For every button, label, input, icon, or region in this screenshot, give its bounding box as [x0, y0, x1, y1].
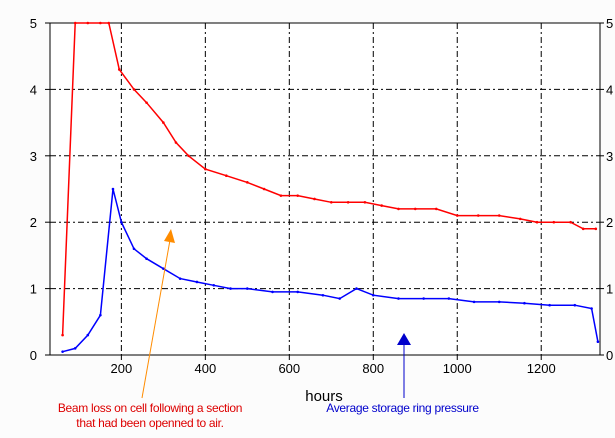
series-2-point: [548, 303, 551, 307]
series-1-point: [86, 21, 90, 25]
series-2-point: [497, 300, 501, 304]
right-y-tick-label: 1: [606, 282, 613, 297]
series-1-point: [262, 187, 266, 191]
series-1-point: [552, 220, 556, 224]
series-2-point: [371, 293, 375, 297]
right-y-tick-label: 4: [606, 82, 613, 97]
y-tick-label: 4: [30, 82, 37, 97]
series-2-point: [321, 293, 325, 297]
x-axis-title: hours: [305, 388, 343, 405]
series-1-point: [162, 121, 165, 124]
x-tick-label: 1200: [527, 361, 556, 376]
series-line-2: [62, 188, 599, 353]
y-tick-label: 0: [30, 348, 37, 363]
series-1-point: [61, 333, 64, 337]
series-1-point: [569, 220, 572, 224]
grid-lines: [50, 23, 600, 355]
beam-loss-annotation: Beam loss on cell following a section th…: [30, 401, 270, 431]
axes: 200 400 600 800 1000 1200 0 1 2 3 4 5 0 1 2 3 4 5: [30, 16, 613, 376]
data-series: [61, 21, 600, 353]
series-2-point: [596, 340, 600, 344]
series-2-point: [178, 277, 182, 280]
average-pressure-annotation: Average storage ring pressure: [326, 401, 479, 415]
beam-loss-annotation-line2: that had been openned to air.: [76, 416, 224, 430]
plot-area: [49, 22, 601, 356]
series-1-point: [535, 220, 539, 224]
y-tick-label: 5: [30, 16, 37, 31]
series-2-point: [73, 347, 77, 350]
series-1-point: [117, 68, 121, 71]
series-1-point: [145, 101, 148, 104]
beam-loss-arrow-head: [164, 229, 175, 243]
series-1-point: [313, 197, 316, 201]
series-2-point: [573, 303, 577, 307]
series-2-point: [132, 247, 136, 251]
series-1-point: [246, 181, 249, 184]
series-line-1: [61, 22, 596, 336]
series-1-point: [397, 207, 400, 211]
series-2-point: [296, 290, 300, 294]
series-1-point: [594, 227, 598, 231]
y-tick-label: 1: [30, 282, 37, 297]
series-1-point: [581, 227, 585, 231]
series-2-point: [246, 287, 249, 290]
series-2-point: [472, 300, 476, 304]
series-1-point: [518, 217, 522, 221]
beam-loss-arrow-line: [141, 239, 171, 399]
x-tick-label: 800: [362, 361, 384, 376]
series-1-point: [497, 214, 501, 217]
series-2-point: [212, 283, 216, 287]
series-2-point: [590, 307, 593, 310]
series-1-point: [434, 207, 438, 211]
pressure-arrow-head: [397, 333, 411, 345]
series-2-point: [145, 257, 148, 261]
x-tick-label: 200: [111, 361, 133, 376]
x-tick-label: 400: [194, 361, 216, 376]
series-1-point: [73, 21, 77, 25]
right-y-tick-label: 2: [606, 215, 613, 230]
series-2-point: [523, 301, 526, 305]
series-2-point: [99, 313, 102, 317]
series-1-point: [455, 214, 459, 217]
right-y-tick-label: 5: [606, 16, 613, 31]
series-1-point: [363, 200, 367, 204]
series-2-point: [355, 287, 358, 290]
series-2-point: [338, 297, 341, 300]
right-y-tick-label: 0: [606, 348, 613, 363]
series-2-point: [120, 220, 123, 224]
series-1-point: [132, 88, 136, 91]
series-2-point: [229, 287, 232, 290]
series-1-point: [107, 21, 111, 25]
y-tick-label: 3: [30, 149, 37, 164]
y-tick-label: 2: [30, 215, 37, 230]
series-1-point: [380, 204, 383, 207]
series-1-point: [99, 21, 102, 25]
series-1-point: [279, 194, 283, 197]
series-2-point: [86, 333, 90, 337]
beam-loss-annotation-line1: Beam loss on cell following a section: [57, 401, 243, 415]
series-1-point: [346, 200, 350, 204]
series-2-point: [162, 267, 165, 270]
x-tick-label: 1000: [443, 361, 472, 376]
right-y-tick-label: 3: [606, 149, 613, 164]
series-1-point: [476, 214, 480, 217]
series-1-point: [413, 207, 417, 211]
series-1-point: [174, 141, 178, 144]
series-2-point: [422, 297, 425, 300]
series-2-point: [111, 187, 115, 191]
series-2-point: [195, 280, 199, 284]
annotation-arrows: [141, 229, 411, 399]
series-2-point: [447, 297, 451, 300]
series-2-point: [271, 290, 274, 294]
series-1-point: [296, 194, 300, 197]
x-tick-label: 600: [278, 361, 300, 376]
series-1-point: [329, 200, 333, 204]
series-2-point: [397, 297, 400, 300]
series-2-point: [61, 350, 64, 353]
series-1-point: [187, 154, 190, 158]
series-1-point: [204, 167, 207, 171]
series-1-point: [225, 174, 228, 178]
